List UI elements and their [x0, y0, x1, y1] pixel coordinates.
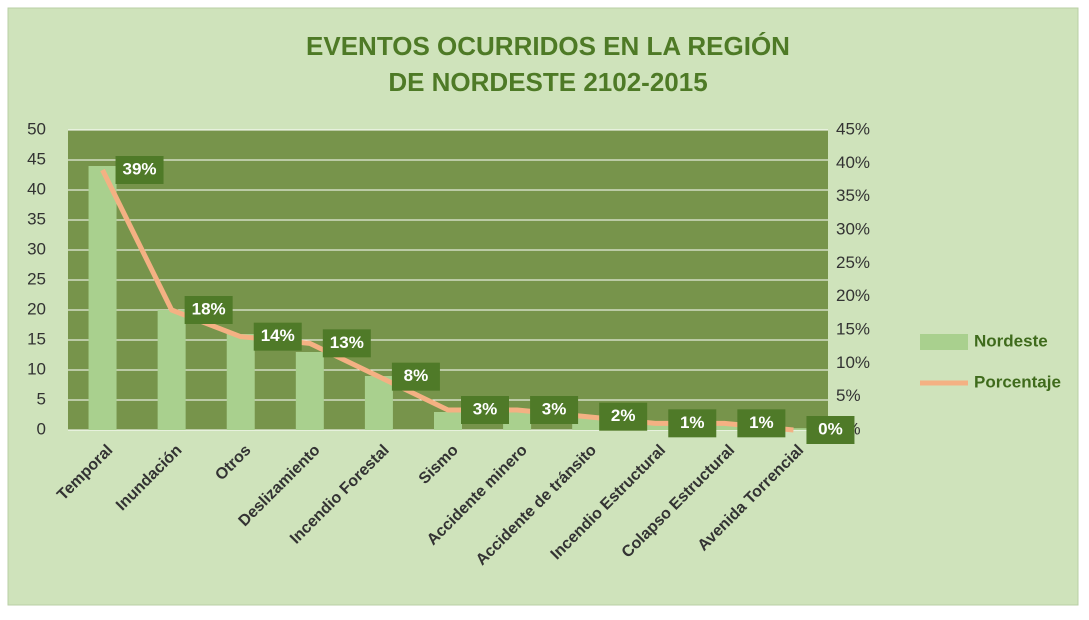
y-tick-label: 15: [27, 329, 46, 348]
bar: [503, 412, 532, 430]
data-label-box: [806, 416, 855, 444]
data-label-box: [391, 362, 440, 391]
y-tick-label: 25: [27, 269, 46, 288]
data-label-box: [322, 329, 371, 358]
y2-tick-label: 25%: [836, 253, 870, 272]
data-label-box: [253, 322, 302, 351]
data-label-box: [737, 409, 786, 438]
y2-tick-label: 15%: [836, 319, 870, 338]
y-tick-label: 5: [37, 389, 46, 408]
chart-title: EVENTOS OCURRIDOS EN LA REGIÓN: [306, 31, 790, 61]
y2-tick-label: 35%: [836, 186, 870, 205]
data-label: 0%: [818, 419, 843, 438]
data-label: 18%: [192, 299, 226, 318]
bar: [226, 334, 255, 430]
y-tick-label: 45: [27, 149, 46, 168]
y-tick-label: 40: [27, 179, 46, 198]
data-label: 2%: [611, 406, 636, 425]
bar: [157, 310, 186, 430]
data-label: 1%: [749, 413, 774, 432]
data-label-box: [530, 396, 579, 424]
bar: [434, 412, 462, 430]
bar: [88, 166, 117, 430]
y-tick-label: 35: [27, 209, 46, 228]
y2-tick-label: 40%: [836, 153, 870, 172]
data-label: 13%: [330, 333, 364, 352]
y-tick-label: 10: [27, 359, 46, 378]
legend-swatch: [920, 334, 968, 350]
y-tick-label: 30: [27, 239, 46, 258]
data-label: 39%: [123, 159, 157, 178]
y2-tick-label: 5%: [836, 386, 861, 405]
y-tick-label: 0: [37, 419, 46, 438]
legend-label: Porcentaje: [974, 372, 1061, 391]
data-label-box: [599, 402, 648, 431]
y2-tick-label: 20%: [836, 286, 870, 305]
y-tick-label: 20: [27, 299, 46, 318]
bar: [364, 376, 393, 430]
data-label-box: [461, 396, 509, 424]
legend-label: Nordeste: [974, 331, 1048, 350]
data-label: 3%: [542, 399, 567, 418]
bar: [295, 352, 324, 430]
y2-tick-label: 30%: [836, 219, 870, 238]
y2-tick-label: 45%: [836, 119, 870, 138]
bar: [572, 418, 601, 430]
chart-title: DE NORDESTE 2102-2015: [388, 67, 707, 97]
data-label-box: [115, 156, 164, 184]
data-label: 8%: [404, 366, 429, 385]
data-label: 14%: [261, 326, 295, 345]
y2-tick-label: 10%: [836, 353, 870, 372]
data-label: 3%: [473, 399, 498, 418]
bar: [641, 424, 670, 430]
data-label-box: [668, 409, 717, 438]
bar: [710, 424, 739, 430]
data-label-box: [184, 296, 233, 324]
data-label: 1%: [680, 413, 705, 432]
y-tick-label: 50: [27, 119, 46, 138]
